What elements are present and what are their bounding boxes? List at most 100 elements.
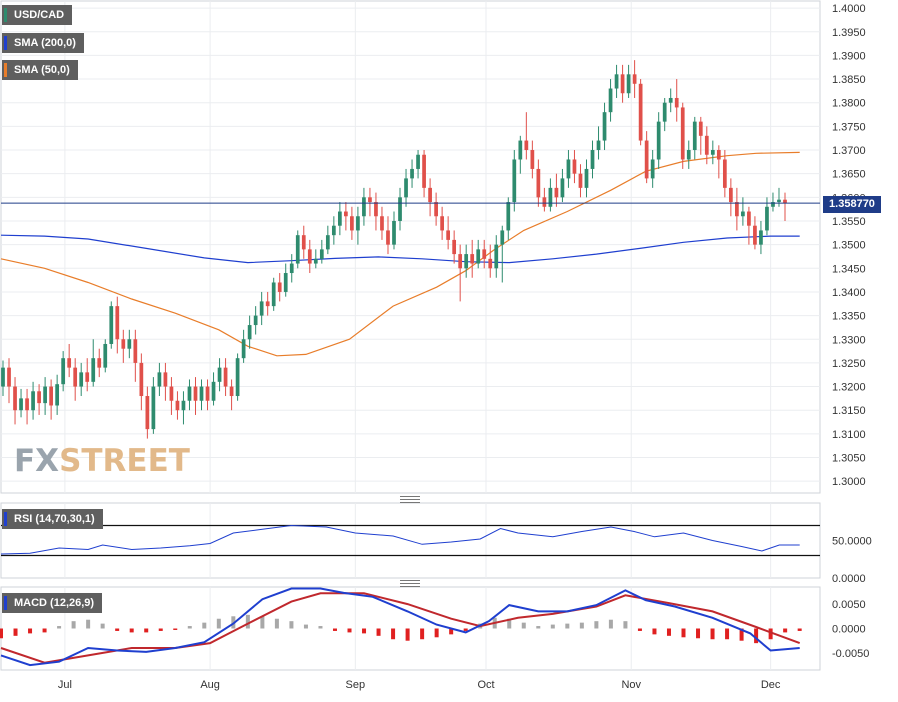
- macd-histogram-bar: [42, 628, 47, 633]
- candle-body: [380, 216, 384, 231]
- candle-body: [187, 386, 192, 401]
- symbol-label: USD/CAD: [2, 5, 73, 25]
- candle-body: [277, 282, 282, 292]
- rsi-color-swatch: [4, 512, 7, 526]
- candle-body: [542, 197, 547, 207]
- rsi-tick-label: 0.0000: [832, 573, 866, 585]
- candle-body: [446, 230, 451, 240]
- sma50-text: SMA (50,0): [14, 64, 70, 76]
- candle-body: [518, 140, 523, 160]
- price-tick-label: 1.3350: [832, 311, 866, 323]
- candle-body: [476, 249, 481, 264]
- price-tick-label: 1.3300: [832, 334, 866, 346]
- x-tick-label-jul: Jul: [58, 679, 72, 691]
- candle-body: [765, 206, 769, 231]
- macd-histogram-bar: [144, 628, 149, 633]
- candle-body: [1, 367, 5, 387]
- price-tick-label: 1.4000: [832, 3, 866, 15]
- logo-fx-text: FX: [14, 443, 60, 479]
- candle-body: [145, 396, 150, 430]
- candle-body: [31, 391, 35, 411]
- sma50-legend[interactable]: SMA (50,0): [2, 60, 78, 80]
- macd-histogram-bar: [115, 628, 120, 631]
- macd-panel-resize-handle[interactable]: [400, 580, 420, 587]
- macd-line: [0, 587, 800, 667]
- macd-tick-label: 0.0050: [832, 599, 866, 611]
- sma200-line: [0, 234, 800, 264]
- candle-body: [319, 249, 324, 259]
- sma200-legend[interactable]: SMA (200,0): [2, 33, 84, 53]
- macd-histogram-bar: [608, 619, 613, 629]
- macd-tick-label: -0.0050: [832, 648, 869, 660]
- macd-histogram-bar: [579, 622, 584, 629]
- sma200-text: SMA (200,0): [14, 37, 76, 49]
- candle-body: [121, 339, 126, 349]
- candle-body: [199, 386, 204, 401]
- macd-histogram-bar: [666, 628, 671, 636]
- candle-body: [704, 135, 709, 155]
- macd-histogram-bar: [768, 628, 773, 640]
- candle-body: [229, 386, 234, 397]
- candle-body: [37, 391, 41, 404]
- macd-histogram-bar: [0, 628, 3, 639]
- x-tick-label-aug: Aug: [200, 679, 220, 691]
- candle-body: [548, 187, 553, 207]
- candle-body: [368, 197, 372, 203]
- price-tick-label: 1.3850: [832, 74, 866, 86]
- macd-histogram-bar: [550, 624, 555, 629]
- candle-body: [193, 386, 198, 401]
- candle-body: [452, 239, 457, 255]
- macd-histogram-bar: [434, 628, 439, 638]
- candle-body: [374, 202, 378, 217]
- candle-body: [741, 211, 745, 217]
- x-tick-label-sep: Sep: [346, 679, 366, 691]
- macd-histogram-bar: [245, 614, 250, 629]
- candle-body: [25, 398, 29, 411]
- candle-body: [247, 325, 252, 340]
- sma50-color-swatch: [4, 63, 7, 77]
- candle-body: [283, 273, 288, 292]
- candle-body: [151, 386, 156, 430]
- candle-body: [735, 202, 739, 217]
- price-tick-label: 1.3950: [832, 27, 866, 39]
- macd-histogram-bar: [13, 628, 18, 636]
- candle-body: [716, 150, 721, 160]
- candle-body: [301, 235, 306, 250]
- candle-body: [596, 140, 601, 151]
- candle-body: [127, 339, 132, 349]
- candle-body: [392, 220, 396, 245]
- x-tick-label-dec: Dec: [761, 679, 781, 691]
- candle-body: [668, 97, 673, 103]
- macd-histogram-bar: [71, 621, 76, 629]
- macd-histogram-bar: [391, 628, 396, 640]
- candle-body: [422, 154, 426, 188]
- price-tick-label: 1.3900: [832, 50, 866, 62]
- macd-histogram-bar: [565, 623, 570, 629]
- macd-histogram-bar: [681, 628, 686, 638]
- rsi-legend[interactable]: RSI (14,70,30,1): [2, 509, 103, 529]
- candle-body: [331, 225, 336, 236]
- macd-histogram-bar: [347, 628, 352, 633]
- candle-body: [362, 197, 366, 217]
- macd-histogram-bar: [783, 628, 788, 633]
- candle-body: [771, 202, 775, 207]
- candle-body: [722, 159, 727, 188]
- rsi-panel-resize-handle[interactable]: [400, 496, 420, 503]
- candle-body: [271, 282, 276, 307]
- price-tick-label: 1.3800: [832, 98, 866, 110]
- candle-body: [710, 150, 715, 155]
- x-tick-label-nov: Nov: [621, 679, 641, 691]
- candle-body: [97, 358, 102, 368]
- candle-body: [73, 367, 78, 387]
- candle-body: [61, 358, 66, 385]
- candle-body: [211, 381, 216, 401]
- candle-body: [313, 258, 318, 264]
- macd-histogram-bar: [216, 618, 221, 629]
- price-tick-label: 1.3250: [832, 358, 866, 370]
- macd-histogram-bar: [507, 618, 512, 629]
- candle-body: [217, 367, 222, 382]
- macd-legend[interactable]: MACD (12,26,9): [2, 593, 103, 613]
- candle-body: [650, 159, 655, 179]
